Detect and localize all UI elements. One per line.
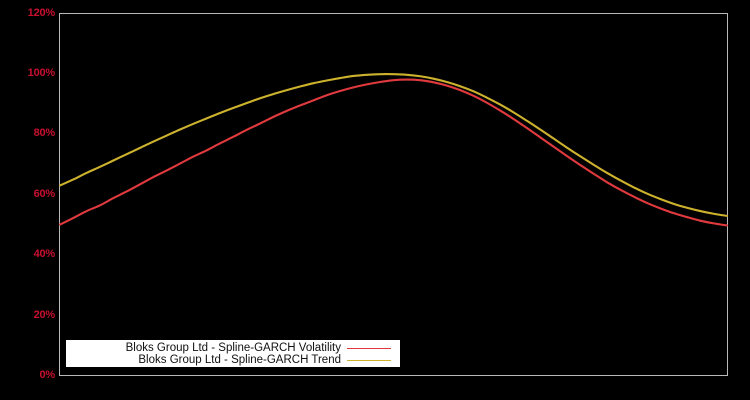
legend-entry-volatility: Bloks Group Ltd - Spline-GARCH Volatilit… [66, 342, 400, 355]
y-axis-tick-20: 20% [33, 309, 56, 321]
y-axis-tick-100: 100% [27, 67, 56, 79]
y-axis-tick-120: 120% [27, 7, 56, 19]
y-axis-tick-0: 0% [39, 369, 56, 381]
legend-label-volatility: Bloks Group Ltd - Spline-GARCH Volatilit… [125, 342, 341, 354]
legend-swatch-volatility [347, 348, 391, 349]
plot-area [59, 13, 728, 376]
chart-legend: Bloks Group Ltd - Spline-GARCH Volatilit… [66, 340, 400, 367]
legend-swatch-trend [347, 360, 391, 361]
y-axis-tick-40: 40% [33, 248, 56, 260]
legend-label-trend: Bloks Group Ltd - Spline-GARCH Trend [138, 354, 341, 366]
legend-entry-trend: Bloks Group Ltd - Spline-GARCH Trend [66, 354, 400, 367]
y-axis-tick-80: 80% [33, 127, 56, 139]
y-axis-tick-60: 60% [33, 188, 56, 200]
